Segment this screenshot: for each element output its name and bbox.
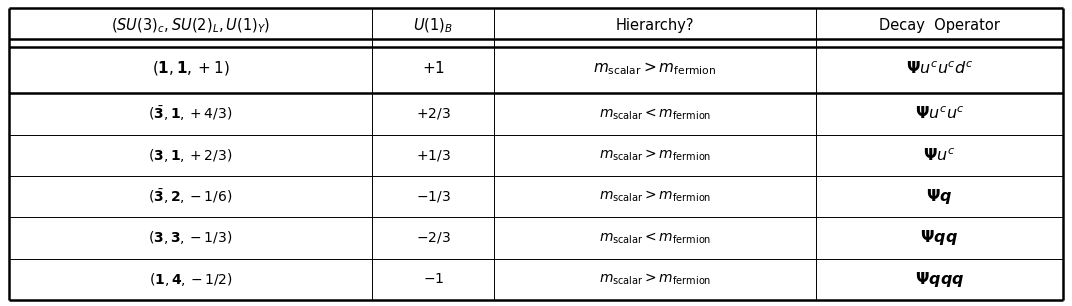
Text: Decay  Operator: Decay Operator <box>879 18 1000 33</box>
Text: Hierarchy?: Hierarchy? <box>615 18 694 33</box>
Text: $+2/3$: $+2/3$ <box>416 106 450 121</box>
Text: $\boldsymbol{\Psi u^c u^c}$: $\boldsymbol{\Psi u^c u^c}$ <box>914 106 965 122</box>
Text: $-1/3$: $-1/3$ <box>416 189 450 204</box>
Text: $(\mathbf{3}, \mathbf{1}, +2/3)$: $(\mathbf{3}, \mathbf{1}, +2/3)$ <box>148 147 233 164</box>
Text: $\boldsymbol{\Psi u^c u^c d^c}$: $\boldsymbol{\Psi u^c u^c d^c}$ <box>906 60 973 76</box>
Text: $(SU(3)_c, SU(2)_L, U(1)_Y)$: $(SU(3)_c, SU(2)_L, U(1)_Y)$ <box>110 16 270 35</box>
Text: $U(1)_B$: $U(1)_B$ <box>413 16 453 35</box>
Text: $\boldsymbol{\Psi u^c}$: $\boldsymbol{\Psi u^c}$ <box>923 147 956 163</box>
Text: $+1/3$: $+1/3$ <box>416 148 450 163</box>
Text: $(\mathbf{1}, \mathbf{4}, -1/2)$: $(\mathbf{1}, \mathbf{4}, -1/2)$ <box>149 271 233 288</box>
Text: $m_{\mathrm{scalar}} < m_{\mathrm{fermion}}$: $m_{\mathrm{scalar}} < m_{\mathrm{fermio… <box>598 230 711 246</box>
Text: $\boldsymbol{\Psi q}$: $\boldsymbol{\Psi q}$ <box>926 187 953 206</box>
Text: $m_{\mathrm{scalar}} < m_{\mathrm{fermion}}$: $m_{\mathrm{scalar}} < m_{\mathrm{fermio… <box>598 106 711 121</box>
Text: $\boldsymbol{\Psi q q}$: $\boldsymbol{\Psi q q}$ <box>921 228 958 247</box>
Text: $-1$: $-1$ <box>422 272 444 286</box>
Text: $m_{\mathrm{scalar}} > m_{\mathrm{fermion}}$: $m_{\mathrm{scalar}} > m_{\mathrm{fermio… <box>598 189 711 204</box>
Text: $+1$: $+1$ <box>421 60 445 76</box>
Text: $(\bar{\mathbf{3}}, \mathbf{1}, +4/3)$: $(\bar{\mathbf{3}}, \mathbf{1}, +4/3)$ <box>148 104 233 123</box>
Text: $(\bar{\mathbf{3}}, \mathbf{2}, -1/6)$: $(\bar{\mathbf{3}}, \mathbf{2}, -1/6)$ <box>148 187 233 206</box>
Text: $m_{\mathrm{scalar}} > m_{\mathrm{fermion}}$: $m_{\mathrm{scalar}} > m_{\mathrm{fermio… <box>598 147 711 163</box>
Text: $(\mathbf{3}, \mathbf{3}, -1/3)$: $(\mathbf{3}, \mathbf{3}, -1/3)$ <box>148 230 233 246</box>
Text: $\boldsymbol{\Psi q q q}$: $\boldsymbol{\Psi q q q}$ <box>914 270 964 289</box>
Text: $m_{\mathrm{scalar}} > m_{\mathrm{fermion}}$: $m_{\mathrm{scalar}} > m_{\mathrm{fermio… <box>593 60 716 76</box>
Text: $(\mathbf{1}, \mathbf{1}, +1)$: $(\mathbf{1}, \mathbf{1}, +1)$ <box>151 59 229 77</box>
Text: $-2/3$: $-2/3$ <box>416 230 450 245</box>
Text: $m_{\mathrm{scalar}} > m_{\mathrm{fermion}}$: $m_{\mathrm{scalar}} > m_{\mathrm{fermio… <box>598 271 711 287</box>
